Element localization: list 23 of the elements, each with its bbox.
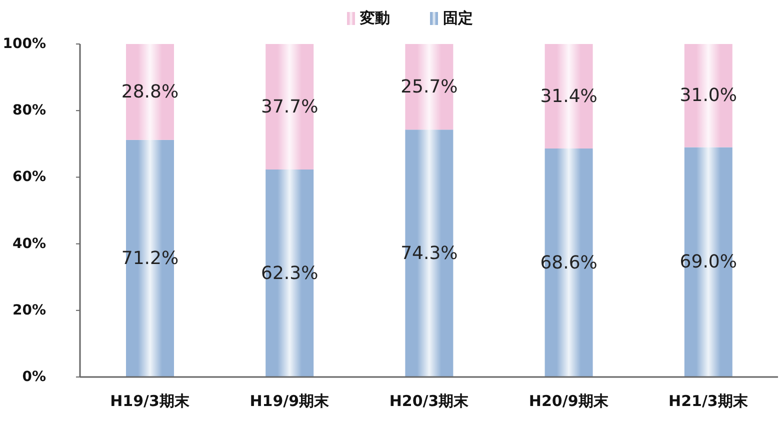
data-label: 74.3%	[400, 242, 458, 264]
data-label: 69.0%	[680, 252, 737, 273]
data-label: 25.7%	[400, 76, 458, 98]
data-label: 28.8%	[121, 81, 179, 102]
data-label: 71.2%	[121, 248, 179, 269]
y-tick-label: 40%	[12, 236, 46, 252]
y-tick-label: 0%	[22, 369, 46, 385]
x-tick-label: H20/9期末	[528, 392, 610, 410]
x-tick-label: H19/9期末	[250, 392, 330, 410]
y-tick-label: 100%	[2, 36, 46, 52]
y-tick-label: 60%	[12, 169, 46, 186]
legend-label: 固定	[443, 8, 473, 28]
data-label: 68.6%	[540, 252, 598, 274]
y-tick-label: 20%	[12, 302, 46, 318]
y-tick-label: 80%	[12, 102, 46, 119]
data-label: 31.4%	[540, 86, 598, 107]
legend-label: 変動	[360, 8, 390, 28]
data-label: 62.3%	[261, 262, 318, 284]
data-label: 31.0%	[680, 85, 737, 106]
x-tick-label: H20/3期末	[389, 392, 470, 410]
x-tick-label: H19/3期末	[110, 392, 190, 410]
x-tick-label: H21/3期末	[668, 392, 749, 410]
data-label: 37.7%	[261, 96, 318, 118]
